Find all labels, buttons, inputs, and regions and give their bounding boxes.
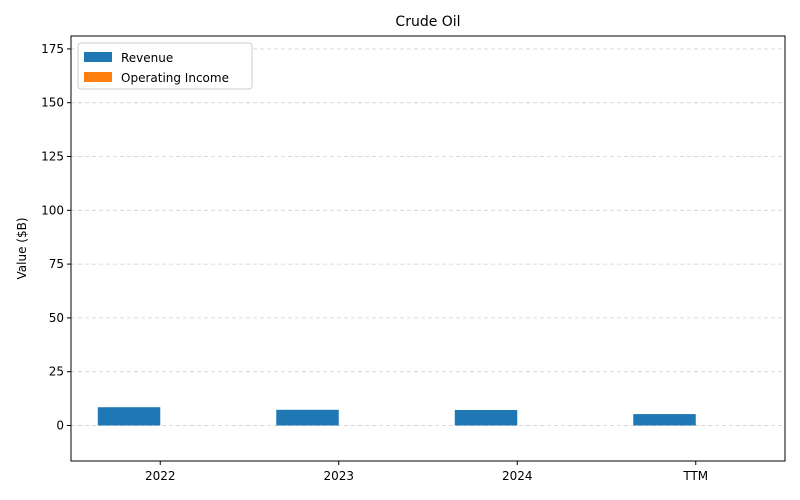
bar-revenue-ttm bbox=[633, 414, 696, 426]
y-tick-label: 50 bbox=[49, 311, 64, 325]
bar-revenue-2024 bbox=[454, 410, 518, 426]
x-tick-label: 2023 bbox=[323, 469, 354, 483]
x-tick-label: 2024 bbox=[502, 469, 533, 483]
legend: Revenue Operating Income bbox=[77, 42, 253, 90]
legend-label: Revenue bbox=[121, 51, 173, 65]
y-tick-label: 175 bbox=[41, 42, 64, 56]
chart-title: Crude Oil bbox=[395, 14, 460, 30]
bars-layer bbox=[97, 407, 696, 426]
bar-revenue-2022 bbox=[97, 407, 161, 426]
y-tick-label: 150 bbox=[41, 96, 64, 110]
y-tick-label: 100 bbox=[41, 203, 64, 217]
y-axis-title: Value ($B) bbox=[15, 218, 29, 280]
legend-label: Operating Income bbox=[121, 71, 229, 85]
bar-revenue-2023 bbox=[276, 409, 339, 426]
x-axis-ticks: 2022 2023 2024 TTM bbox=[145, 461, 708, 483]
legend-swatch-operating-income bbox=[84, 72, 112, 82]
x-tick-label: 2022 bbox=[145, 469, 176, 483]
grid-layer bbox=[71, 48, 785, 426]
y-tick-label: 0 bbox=[56, 418, 64, 432]
y-tick-label: 75 bbox=[49, 257, 64, 271]
legend-box bbox=[77, 42, 253, 90]
y-tick-label: 25 bbox=[49, 365, 64, 379]
x-tick-label: TTM bbox=[682, 469, 708, 483]
plot-frame bbox=[70, 35, 786, 462]
y-tick-label: 125 bbox=[41, 150, 64, 164]
legend-swatch-revenue bbox=[84, 52, 112, 62]
y-axis-ticks: 0 25 50 75 100 125 150 175 bbox=[41, 42, 71, 432]
